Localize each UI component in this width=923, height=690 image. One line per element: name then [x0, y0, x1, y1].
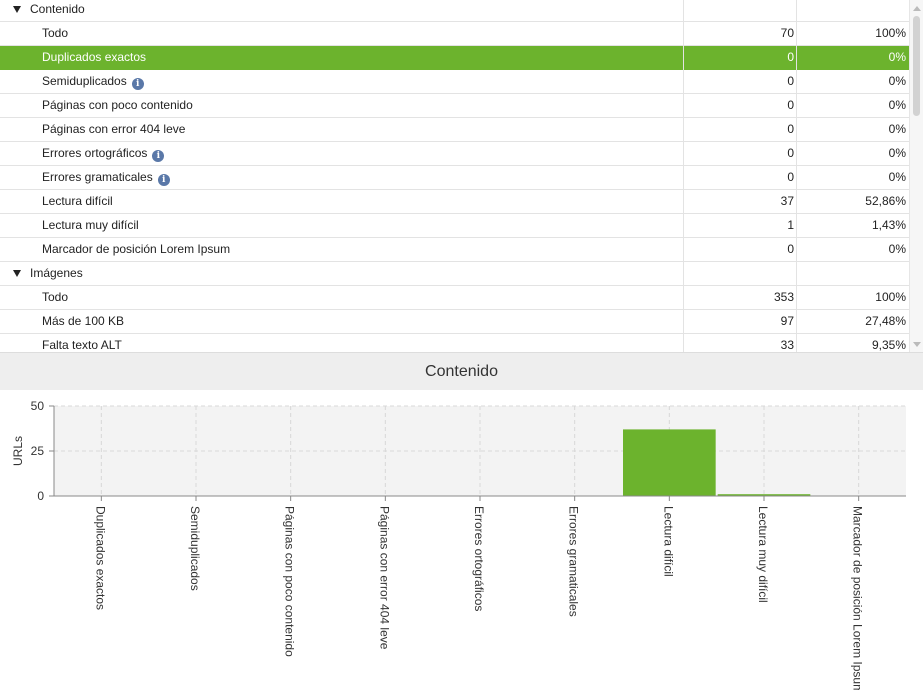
row-count: 353 [773, 290, 794, 304]
row-label-with-icon: Semiduplicados i [42, 70, 144, 93]
row-percentage: 1,43% [871, 218, 906, 232]
table-row[interactable]: Falta texto ALT 33 9,35% [0, 334, 909, 352]
row-label: Lectura muy difícil [42, 218, 139, 232]
bar [717, 494, 811, 496]
section-row[interactable]: Imágenes [0, 262, 909, 286]
table-row[interactable]: Páginas con error 404 leve 0 0% [0, 118, 909, 142]
table-row[interactable]: Errores ortográficos i 0 0% [0, 142, 909, 166]
row-percentage: 0% [888, 242, 906, 256]
section-row[interactable]: Contenido [0, 0, 909, 22]
row-count: 0 [787, 122, 794, 136]
row-count: 37 [780, 194, 794, 208]
expand-triangle-icon[interactable] [13, 270, 21, 277]
row-percentage: 0% [888, 50, 906, 64]
scroll-up-icon[interactable] [913, 6, 921, 11]
row-label: Todo [42, 26, 69, 40]
row-label: Errores gramaticales [42, 170, 153, 184]
column-divider [683, 0, 684, 352]
table-row[interactable]: Marcador de posición Lorem Ipsum 0 0% [0, 238, 909, 262]
row-percentage: 9,35% [871, 338, 906, 352]
row-label-with-icon: Errores gramaticales i [42, 166, 170, 189]
row-count: 0 [787, 242, 794, 256]
row-label: Contenido [30, 2, 85, 16]
info-icon[interactable]: i [152, 150, 165, 162]
row-percentage: 100% [875, 26, 906, 40]
expand-triangle-icon[interactable] [13, 6, 21, 13]
row-label: Páginas con error 404 leve [42, 122, 186, 136]
table-row[interactable]: Lectura muy difícil 1 1,43% [0, 214, 909, 238]
row-label: Semiduplicados [42, 74, 127, 88]
y-axis-label: URLs [11, 436, 25, 466]
row-count: 0 [787, 98, 794, 112]
table-row[interactable]: Errores gramaticales i 0 0% [0, 166, 909, 190]
x-tick-label: Semiduplicados [188, 506, 202, 591]
table-row[interactable]: Semiduplicados i 0 0% [0, 70, 909, 94]
row-label-with-icon: Errores ortográficos i [42, 142, 165, 165]
x-tick-label: Lectura muy difícil [756, 506, 770, 603]
row-count: 97 [780, 314, 794, 328]
x-tick-label: Errores ortográficos [472, 506, 486, 611]
x-tick-label: Lectura difícil [661, 506, 675, 577]
row-percentage: 0% [888, 122, 906, 136]
chart-panel: Contenido 0 25 50 URLs Duplicados exactos Sem… [0, 352, 923, 690]
info-icon[interactable]: i [131, 78, 144, 90]
row-percentage: 100% [875, 290, 906, 304]
row-count: 0 [787, 146, 794, 160]
row-count: 0 [787, 170, 794, 184]
row-percentage: 0% [888, 74, 906, 88]
scroll-thumb[interactable] [913, 16, 920, 116]
row-percentage: 0% [888, 170, 906, 184]
table-row[interactable]: Todo 353 100% [0, 286, 909, 310]
row-count: 0 [787, 50, 794, 64]
y-tick-label: 0 [37, 489, 44, 503]
row-label: Errores ortográficos [42, 146, 148, 160]
table-row[interactable]: Todo 70 100% [0, 22, 909, 46]
chart-title-bar: Contenido [0, 352, 923, 390]
table-row[interactable]: Lectura difícil 37 52,86% [0, 190, 909, 214]
x-tick-label: Páginas con error 404 leve [377, 506, 391, 650]
row-percentage: 27,48% [865, 314, 906, 328]
table-row[interactable]: Más de 100 KB 97 27,48% [0, 310, 909, 334]
column-divider [796, 0, 797, 352]
row-label: Falta texto ALT [42, 338, 122, 352]
row-label: Marcador de posición Lorem Ipsum [42, 242, 231, 256]
row-label: Imágenes [30, 266, 83, 280]
row-label: Todo [42, 290, 69, 304]
y-tick-label: 25 [31, 444, 45, 458]
row-count: 1 [787, 218, 794, 232]
x-tick-label: Errores gramaticales [567, 506, 581, 617]
chart-title: Contenido [425, 363, 498, 380]
row-label: Lectura difícil [42, 194, 113, 208]
vertical-scrollbar[interactable] [909, 0, 923, 352]
info-icon[interactable]: i [157, 174, 170, 186]
row-percentage: 0% [888, 146, 906, 160]
row-percentage: 52,86% [865, 194, 906, 208]
x-tick-label: Marcador de posición Lorem Ipsum [851, 506, 865, 690]
bar-chart: 0 25 50 URLs Duplicados exactos Semiduplicado… [11, 399, 906, 690]
overview-table: Contenido Todo 70 100% Duplicados exactos 0 0%… [0, 0, 923, 352]
table-row[interactable]: Duplicados exactos 0 0% [0, 46, 909, 70]
row-count: 33 [780, 338, 794, 352]
row-percentage: 0% [888, 98, 906, 112]
row-count: 0 [787, 74, 794, 88]
row-label: Duplicados exactos [42, 50, 147, 64]
chevron-down-icon[interactable] [913, 342, 921, 347]
row-label: Más de 100 KB [42, 314, 125, 328]
bar [623, 429, 716, 496]
y-tick-label: 50 [31, 399, 45, 413]
row-count: 70 [780, 26, 794, 40]
x-tick-label: Páginas con poco contenido [283, 506, 297, 657]
x-tick-label: Duplicados exactos [93, 506, 107, 610]
table-row[interactable]: Páginas con poco contenido 0 0% [0, 94, 909, 118]
row-label: Páginas con poco contenido [42, 98, 193, 112]
